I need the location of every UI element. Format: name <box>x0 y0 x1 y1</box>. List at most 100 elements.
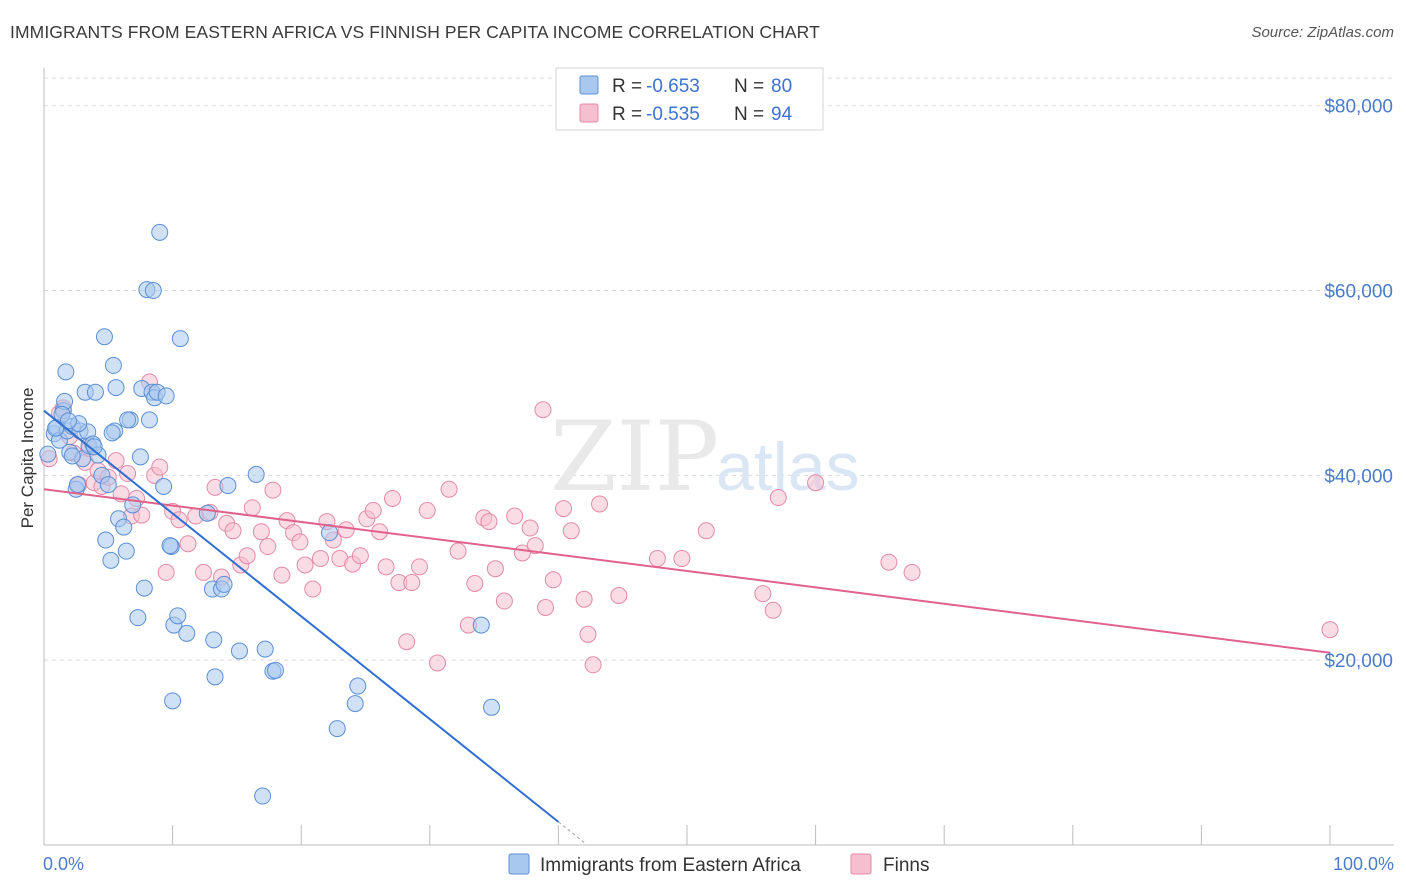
finns-point <box>534 401 552 419</box>
source-label: Source: ZipAtlas.com <box>1251 24 1394 41</box>
eastern-africa-point <box>95 328 113 346</box>
finns-point <box>526 537 544 555</box>
eastern-africa-point <box>266 661 284 679</box>
finns-point <box>579 625 597 643</box>
eastern-africa-point <box>219 477 237 495</box>
finns-point <box>903 563 921 581</box>
eastern-africa-point <box>198 504 216 522</box>
finns-point <box>807 474 825 492</box>
eastern-africa-point <box>151 223 169 241</box>
watermark-atlas: atlas <box>716 429 860 505</box>
x-tick-label-max: 100.0% <box>1333 854 1394 874</box>
finns-point <box>584 656 602 674</box>
finns-point <box>296 556 314 574</box>
y-axis-title: Per Capita Income <box>18 388 37 529</box>
y-tick-label: $80,000 <box>1324 97 1393 118</box>
series-legend: Immigrants from Eastern Africa Finns <box>508 853 929 876</box>
eastern-africa-point <box>472 616 490 634</box>
finns-point <box>555 500 573 518</box>
finns-point <box>880 553 898 571</box>
eastern-africa-point <box>47 419 65 437</box>
series-legend-label-blue: Immigrants from Eastern Africa <box>540 855 801 876</box>
y-tick-label: $60,000 <box>1324 282 1393 303</box>
finns-point <box>107 452 125 470</box>
eastern-africa-point <box>99 476 117 494</box>
finns-point <box>480 513 498 531</box>
eastern-africa-point <box>86 383 104 401</box>
legend-n-label-1: N = <box>734 76 764 97</box>
finns-point <box>769 489 787 507</box>
watermark-zip: ZIP <box>550 401 719 513</box>
eastern-africa-point <box>254 787 272 805</box>
eastern-africa-point <box>57 363 75 381</box>
eastern-africa-point <box>171 330 189 348</box>
finns-point <box>537 599 555 617</box>
finns-point <box>544 571 562 589</box>
eastern-africa-point <box>178 624 196 642</box>
legend-swatch-pink <box>579 103 599 123</box>
eastern-africa-point <box>483 698 501 716</box>
legend-r-value-2: -0.535 <box>646 104 700 125</box>
legend-n-label-2: N = <box>734 104 764 125</box>
eastern-africa-point <box>131 448 149 466</box>
legend-r-value-1: -0.653 <box>646 76 700 97</box>
eastern-africa-point <box>107 379 125 397</box>
legend-box <box>555 67 824 131</box>
y-tick-labels: $20,000 $40,000 $60,000 $80,000 <box>1324 97 1393 672</box>
chart-title: IMMIGRANTS FROM EASTERN AFRICA VS FINNIS… <box>10 22 820 42</box>
finns-point <box>429 654 447 672</box>
eastern-africa-point <box>164 692 182 710</box>
eastern-africa-point <box>59 412 77 430</box>
eastern-africa-point <box>155 477 173 495</box>
eastern-africa-point <box>349 677 367 695</box>
eastern-africa-point <box>129 609 147 627</box>
finns-point <box>486 560 504 578</box>
finns-point <box>495 592 513 610</box>
finns-point <box>337 521 355 539</box>
finns-point <box>238 547 256 565</box>
finns-point <box>351 547 369 565</box>
eastern-africa-point <box>115 518 133 536</box>
finns-point <box>273 566 291 584</box>
finns-point <box>764 601 782 619</box>
finns-point <box>1321 621 1339 639</box>
eastern-africa-point <box>103 424 121 442</box>
eastern-africa-point <box>256 640 274 658</box>
finns-point <box>119 465 137 483</box>
eastern-africa-point <box>63 447 81 465</box>
finns-point <box>449 542 467 560</box>
finns-point <box>575 590 593 608</box>
x-tick-label-min: 0.0% <box>43 854 84 874</box>
finns-point <box>610 586 628 604</box>
legend-n-value-1: 80 <box>771 76 792 97</box>
finns-point <box>403 574 421 592</box>
eastern-africa-trend-line <box>43 409 560 823</box>
finns-point <box>304 580 322 598</box>
eastern-africa-point <box>119 411 137 429</box>
eastern-africa-point <box>144 282 162 300</box>
trend-lines <box>43 409 1331 843</box>
eastern-africa-point <box>346 695 364 713</box>
finns-point <box>364 501 382 519</box>
eastern-africa-point <box>206 668 224 686</box>
finns-point <box>243 499 261 517</box>
finns-point <box>591 495 609 513</box>
legend-n-value-2: 94 <box>771 104 793 125</box>
finns-point <box>252 523 270 541</box>
finns-point <box>311 550 329 568</box>
eastern-africa-point <box>68 476 86 494</box>
eastern-africa-point <box>102 551 120 569</box>
eastern-africa-point <box>157 387 175 405</box>
finns-points <box>40 373 1339 674</box>
finns-point <box>224 522 242 540</box>
eastern-africa-point <box>247 465 265 483</box>
finns-point <box>673 550 691 568</box>
eastern-africa-point <box>169 607 187 625</box>
correlation-legend: R = -0.653 N = 80 R = -0.535 N = 94 <box>555 67 824 131</box>
eastern-africa-point <box>161 537 179 555</box>
finns-point <box>157 563 175 581</box>
finns-point <box>398 633 416 651</box>
finns-point <box>440 480 458 498</box>
finns-point <box>151 458 169 476</box>
